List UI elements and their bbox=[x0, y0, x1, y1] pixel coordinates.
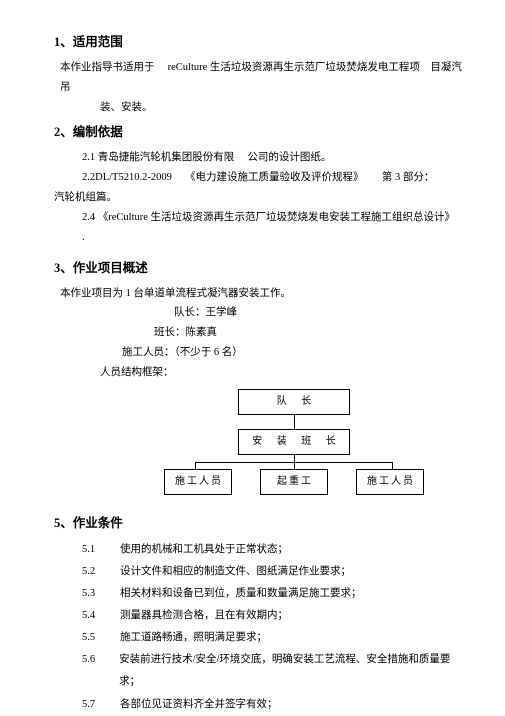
sec2-line2-a: 2.2DL/T5210.2-2009 bbox=[82, 172, 172, 183]
sec2-line2: 2.2DL/T5210.2-2009 《电力建设施工质量验收及评价规程》 第 3… bbox=[82, 168, 463, 188]
sec2-line3-main: 2.4 《reCulture 生活垃圾资源再生示范厂垃圾焚烧发电安装工程施工组织… bbox=[82, 212, 455, 223]
sec3-leader-value: 王学峰 bbox=[206, 307, 238, 318]
sec2-line1: 2.1 青岛捷能汽轮机集团股份有限 公司的设计图纸。 bbox=[82, 148, 463, 168]
sec5-title: 5、作业条件 bbox=[54, 513, 463, 533]
chart-connector-1 bbox=[294, 415, 295, 429]
sec5-text: 安装前进行技术/安全/环境交底，明确安装工艺流程、安全措施和质量要求； bbox=[119, 649, 463, 693]
sec3-foreman: 班长：陈素真 bbox=[154, 323, 463, 343]
sec5-text: 相关材料和设备已到位，质量和数量满足施工要求； bbox=[120, 583, 362, 605]
sec1-body-b: reCulture 生活垃圾资源再生示范厂垃圾焚烧发电工程项 bbox=[168, 62, 420, 73]
sec5-list: 5.1使用的机械和工机具处于正常状态； 5.2设计文件和相应的制造文件、图纸满足… bbox=[80, 539, 463, 715]
sec5-text: 各部位见证资料齐全并签字有效； bbox=[120, 694, 278, 716]
sec2-line3-dot: . bbox=[82, 232, 85, 243]
sec5-text: 使用的机械和工机具处于正常状态； bbox=[120, 539, 288, 561]
sec1-title: 1、适用范围 bbox=[54, 32, 463, 52]
sec5-item: 5.5施工道路畅通，照明满足要求； bbox=[80, 627, 463, 649]
sec3-staff: 施工人员：（不少于 6 名） bbox=[122, 343, 463, 363]
chart-connector-split bbox=[164, 455, 424, 469]
sec2-line3: 2.4 《reCulture 生活垃圾资源再生示范厂垃圾焚烧发电安装工程施工组织… bbox=[82, 208, 463, 248]
sec5-item: 5.7各部位见证资料齐全并签字有效； bbox=[80, 694, 463, 716]
sec2-line1-b: 公司的设计图纸。 bbox=[247, 152, 331, 163]
sec5-text: 施工道路畅通，照明满足要求； bbox=[120, 627, 267, 649]
sec5-num: 5.3 bbox=[80, 583, 120, 605]
sec2-line2-b: 《电力建设施工质量验收及评价规程》 bbox=[185, 172, 364, 183]
chart-node-crane: 起重工 bbox=[260, 469, 328, 495]
sec5-num: 5.6 bbox=[80, 649, 119, 693]
sec5-num: 5.4 bbox=[80, 605, 120, 627]
sec3-foreman-label: 班长： bbox=[154, 327, 186, 338]
sec3-staff-value: （不少于 6 名） bbox=[175, 347, 243, 358]
sec3-leader-label: 队长： bbox=[174, 307, 206, 318]
sec5-num: 5.2 bbox=[80, 561, 120, 583]
org-chart: 队 长 安 装 班 长 施工人员 起重工 施工人员 bbox=[164, 389, 424, 495]
sec5-item: 5.2设计文件和相应的制造文件、图纸满足作业要求； bbox=[80, 561, 463, 583]
sec1-body-line1: 本作业指导书适用于 reCulture 生活垃圾资源再生示范厂垃圾焚烧发电工程项… bbox=[60, 58, 463, 98]
sec5-num: 5.5 bbox=[80, 627, 120, 649]
sec5-item: 5.6安装前进行技术/安全/环境交底，明确安装工艺流程、安全措施和质量要求； bbox=[80, 649, 463, 693]
sec3-title: 3、作业项目概述 bbox=[54, 258, 463, 278]
sec1-body-a: 本作业指导书适用于 bbox=[60, 62, 155, 73]
sec5-text: 设计文件和相应的制造文件、图纸满足作业要求； bbox=[120, 561, 351, 583]
sec3-frame-label: 人员结构框架： bbox=[100, 363, 463, 383]
sec5-item: 5.1使用的机械和工机具处于正常状态； bbox=[80, 539, 463, 561]
sec2-line1-a: 2.1 青岛捷能汽轮机集团股份有限 bbox=[82, 152, 234, 163]
sec3-foreman-value: 陈素真 bbox=[186, 327, 218, 338]
sec3-leader: 队长：王学峰 bbox=[174, 303, 463, 323]
chart-node-worker-2: 施工人员 bbox=[356, 469, 424, 495]
sec5-item: 5.3相关材料和设备已到位，质量和数量满足施工要求； bbox=[80, 583, 463, 605]
sec5-num: 5.7 bbox=[80, 694, 120, 716]
sec5-num: 5.1 bbox=[80, 539, 120, 561]
sec2-title: 2、编制依据 bbox=[54, 122, 463, 142]
sec2-line2-tail: 汽轮机组篇。 bbox=[54, 188, 463, 208]
sec3-body: 本作业项目为 1 台单道单流程式凝汽器安装工作。 bbox=[60, 284, 463, 304]
chart-node-foreman: 安 装 班 长 bbox=[238, 429, 350, 455]
sec5-item: 5.4测量器具检测合格，且在有效期内； bbox=[80, 605, 463, 627]
sec3-staff-label: 施工人员： bbox=[122, 347, 175, 358]
chart-node-worker-1: 施工人员 bbox=[164, 469, 232, 495]
sec1-body-line2: 装、安装。 bbox=[100, 98, 463, 118]
chart-node-leader: 队 长 bbox=[238, 389, 350, 415]
sec5-text: 测量器具检测合格，且在有效期内； bbox=[120, 605, 288, 627]
sec2-line2-c: 第 3 部分： bbox=[382, 172, 435, 183]
